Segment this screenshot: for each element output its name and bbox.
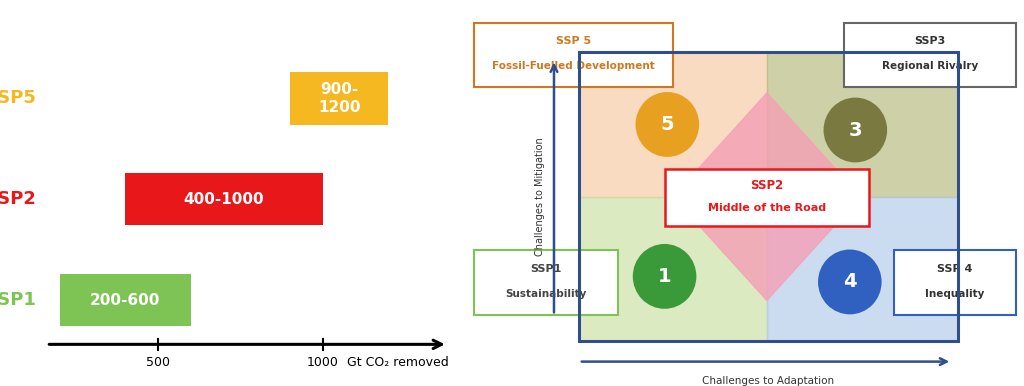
FancyBboxPatch shape (844, 22, 1016, 87)
Polygon shape (579, 197, 767, 341)
Text: SSP1: SSP1 (0, 291, 37, 309)
Ellipse shape (818, 249, 882, 314)
FancyBboxPatch shape (665, 169, 869, 226)
Bar (290, 72, 388, 125)
Polygon shape (767, 52, 957, 197)
Text: SSP2: SSP2 (751, 179, 783, 192)
Polygon shape (673, 93, 861, 300)
Text: Gt CO₂ removed: Gt CO₂ removed (347, 356, 450, 369)
Text: SSP2: SSP2 (0, 190, 37, 208)
Bar (125, 173, 323, 225)
Text: Challenges to Adaptation: Challenges to Adaptation (702, 376, 835, 386)
Text: 1000: 1000 (307, 356, 339, 369)
Text: 500: 500 (146, 356, 170, 369)
Polygon shape (767, 197, 957, 341)
Text: 400-1000: 400-1000 (183, 192, 264, 207)
Ellipse shape (636, 92, 699, 157)
Text: Regional Rivalry: Regional Rivalry (882, 61, 978, 71)
Polygon shape (579, 52, 767, 197)
Text: 900-
1200: 900- 1200 (317, 81, 360, 115)
FancyBboxPatch shape (474, 22, 673, 87)
Ellipse shape (633, 244, 696, 309)
Bar (579, 52, 957, 341)
Text: 200-600: 200-600 (90, 293, 161, 308)
Text: Fossil-Fuelled Development: Fossil-Fuelled Development (492, 61, 654, 71)
Text: 1: 1 (657, 267, 672, 286)
Text: SSP 5: SSP 5 (556, 36, 591, 46)
FancyBboxPatch shape (474, 251, 617, 315)
Text: SSP3: SSP3 (914, 36, 945, 46)
Text: Inequality: Inequality (926, 289, 984, 299)
FancyBboxPatch shape (894, 251, 1016, 315)
Text: Middle of the Road: Middle of the Road (708, 203, 826, 213)
Bar (59, 274, 191, 326)
Text: Sustainability: Sustainability (505, 289, 587, 299)
Ellipse shape (823, 98, 887, 163)
Text: SSP 4: SSP 4 (937, 264, 973, 274)
Text: 3: 3 (849, 120, 862, 139)
Text: 4: 4 (843, 273, 857, 291)
Text: Challenges to Mitigation: Challenges to Mitigation (536, 137, 545, 256)
Text: SSP5: SSP5 (0, 90, 37, 107)
Text: 5: 5 (660, 115, 674, 134)
Text: SSP1: SSP1 (530, 264, 561, 274)
